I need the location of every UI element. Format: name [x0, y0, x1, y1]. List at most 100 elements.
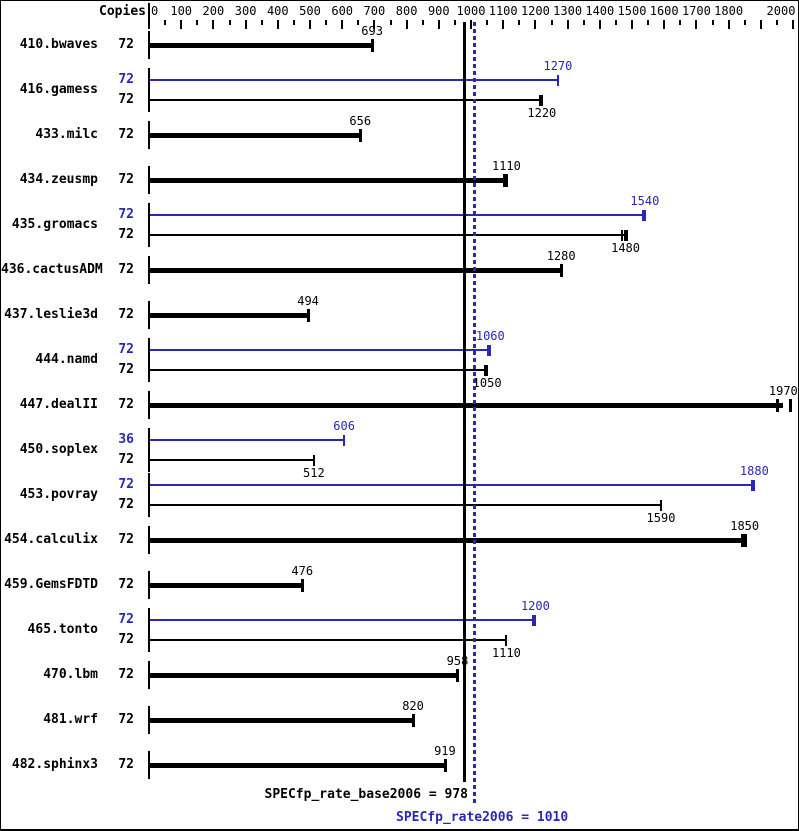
- axis-tick-label: 0: [151, 4, 159, 18]
- axis-minor-tick: [421, 20, 424, 25]
- axis-major-tick: [759, 20, 762, 29]
- copies-value: 72: [118, 72, 134, 87]
- copies-value: 72: [118, 262, 134, 277]
- benchmark-label: 444.namd: [35, 352, 98, 367]
- copies-value: 72: [118, 712, 134, 727]
- benchmark-label: 447.dealII: [19, 397, 98, 412]
- bar-value-label: 1050: [472, 376, 502, 390]
- bar-end-tick: [359, 129, 363, 142]
- benchmark-label: 436.cactusADM: [1, 262, 103, 277]
- axis-tick-label: 1700: [681, 4, 711, 18]
- benchmark-label: 434.zeusmp: [19, 172, 98, 187]
- bar-end-tick: [540, 95, 543, 106]
- peak-mean-line: [473, 22, 477, 805]
- copies-value: 72: [118, 612, 134, 627]
- axis-major-tick: [341, 20, 344, 29]
- benchmark-label: 450.soplex: [19, 442, 98, 457]
- bar-value-label: 606: [333, 419, 355, 433]
- bar-end-tick: [532, 615, 535, 626]
- axis-major-tick: [276, 20, 279, 29]
- axis-tick-label: 1100: [488, 4, 518, 18]
- bar-value-label: 494: [297, 294, 319, 308]
- copies-value: 72: [118, 532, 134, 547]
- axis-tick-label: 1800: [714, 4, 744, 18]
- axis-minor-tick: [518, 20, 521, 25]
- bar-value-label: 1850: [730, 519, 760, 533]
- axis-tick-label: 600: [331, 4, 354, 18]
- base-bar: [150, 133, 361, 138]
- benchmark-label: 416.gamess: [19, 82, 98, 97]
- base-bar: [150, 673, 458, 678]
- axis-minor-tick: [679, 20, 682, 25]
- axis-major-tick: [727, 20, 730, 29]
- copies-value: 72: [118, 92, 134, 107]
- base-bar: [150, 763, 445, 768]
- bar-end-tick: [487, 345, 490, 356]
- bar-value-label: 1110: [491, 159, 521, 173]
- copies-value: 72: [118, 397, 134, 412]
- copies-value: 72: [118, 477, 134, 492]
- bar-value-label: 1060: [475, 329, 505, 343]
- bar-end-tick: [534, 615, 537, 626]
- axis-major-tick: [502, 20, 505, 29]
- bar-value-label: 476: [291, 564, 314, 578]
- axis-minor-tick: [292, 20, 295, 25]
- axis-tick-label: 1500: [617, 4, 647, 18]
- zero-axis-segment: [148, 166, 150, 194]
- zero-axis-segment: [148, 68, 150, 112]
- base-mean-line: [462, 22, 466, 782]
- benchmark-label: 453.povray: [19, 487, 98, 502]
- axis-tick-label: 1300: [553, 4, 583, 18]
- base-bar: [150, 43, 373, 48]
- bar-value-label: 820: [402, 699, 424, 713]
- bar-end-tick: [371, 39, 375, 52]
- benchmark-label: 482.sphinx3: [11, 757, 98, 772]
- base-bar: [150, 234, 626, 236]
- bar-end-tick: [751, 480, 754, 491]
- base-summary-text: SPECfp_rate_base2006 = 978: [264, 787, 469, 802]
- copies-value: 72: [118, 577, 134, 592]
- axis-major-tick: [598, 20, 601, 29]
- copies-value: 72: [118, 37, 134, 52]
- bar-value-label: 958: [446, 654, 469, 668]
- bar-end-tick: [743, 534, 747, 547]
- zero-axis-segment: [148, 428, 150, 472]
- axis-tick-label: 300: [234, 4, 257, 18]
- base-bar: [150, 538, 745, 543]
- bar-end-tick: [753, 480, 756, 491]
- axis-tick-label: 100: [170, 4, 193, 18]
- benchmark-label: 465.tonto: [27, 622, 98, 637]
- peak-bar: [150, 349, 491, 351]
- axis-tick-label: 1200: [520, 4, 550, 18]
- bar-end-tick: [503, 174, 507, 187]
- bar-end-tick: [641, 210, 644, 221]
- zero-axis-segment: [148, 256, 150, 284]
- bar-end-tick: [486, 365, 489, 376]
- bar-value-label: 1200: [520, 599, 550, 613]
- copies-value: 72: [118, 342, 134, 357]
- axis-minor-tick: [164, 20, 167, 25]
- base-bar: [150, 504, 661, 506]
- copies-value: 72: [118, 452, 134, 467]
- base-bar: [150, 718, 414, 723]
- axis-major-tick: [470, 20, 472, 29]
- base-bar: [150, 459, 314, 461]
- bar-value-label: 512: [303, 466, 325, 480]
- axis-tick-label: 2000: [766, 4, 796, 18]
- axis-tick-label: 500: [299, 4, 321, 18]
- bar-end-tick: [775, 399, 779, 412]
- axis-tick-label: 900: [427, 4, 450, 18]
- axis-major-tick: [534, 20, 537, 29]
- copies-value: 72: [118, 757, 134, 772]
- axis-tick-label: 1600: [649, 4, 679, 18]
- axis-minor-tick: [647, 20, 650, 25]
- zero-axis-segment: [148, 706, 150, 734]
- axis-tick-label: 1000: [456, 4, 486, 18]
- bar-end-tick: [621, 230, 624, 241]
- base-bar: [150, 583, 303, 588]
- zero-axis-segment: [148, 203, 150, 247]
- copies-value: 72: [118, 172, 134, 187]
- axis-tick-label: 400: [266, 4, 289, 18]
- copies-value: 72: [118, 632, 134, 647]
